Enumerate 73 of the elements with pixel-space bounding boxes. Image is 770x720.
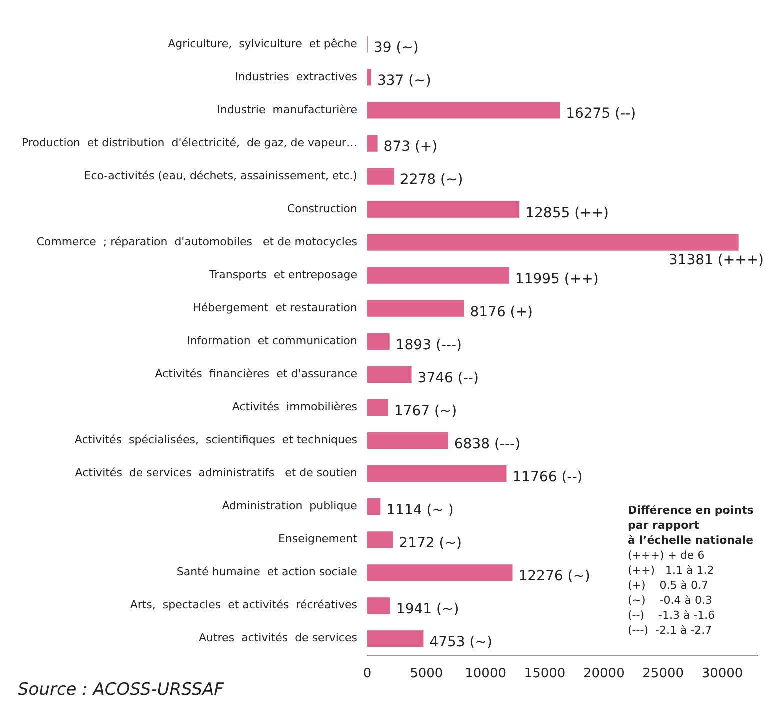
y-tick-label: Industries extractives — [235, 70, 358, 84]
y-tick-label: Information et communication — [187, 334, 358, 348]
data-label: 4753 (~) — [430, 634, 492, 651]
source-note: Source : ACOSS-URSSAF — [18, 680, 224, 700]
y-tick-label: Enseignement — [278, 532, 358, 546]
data-label: 16275 (--) — [566, 106, 636, 122]
data-label: 31381 (+++) — [668, 252, 764, 268]
data-label: 11995 (++) — [515, 271, 599, 288]
data-label: 8176 (+) — [470, 304, 533, 320]
data-label: 3746 (--) — [418, 370, 479, 386]
y-tick-label: Activités de services administratifs et de soutien — [75, 466, 358, 480]
x-tick-label: 5000 — [410, 666, 444, 682]
bar — [367, 432, 448, 450]
data-label: 1114 (~ ) — [386, 502, 454, 518]
data-label: 1893 (---) — [396, 337, 462, 354]
bar — [367, 532, 394, 548]
data-label: 873 (+) — [384, 139, 438, 156]
y-tick-label: Autres activités de services — [198, 632, 358, 645]
y-tick-label: Commerce ; réparation d'automobiles et de motocycles — [36, 235, 358, 248]
annotation: (+++) + de 6 — [628, 548, 706, 563]
data-label: 1941 (~) — [396, 602, 460, 618]
annotation: Différence en points — [628, 503, 754, 518]
data-label: 39 (~) — [374, 40, 419, 56]
data-label: 12276 (~) — [518, 568, 590, 584]
bar — [367, 168, 394, 185]
data-label: 337 (~) — [377, 73, 432, 90]
y-tick-label: Industrie manufacturière — [217, 103, 358, 116]
bar — [367, 366, 412, 383]
bar — [367, 399, 388, 416]
data-label: 12855 (++) — [526, 205, 609, 222]
y-tick-label: Santé humaine et action sociale — [176, 566, 358, 579]
y-tick-label: Activités financières et d'assurance — [155, 368, 358, 381]
bar — [367, 267, 510, 284]
bar — [367, 69, 372, 86]
annotation: par rapport — [628, 518, 700, 533]
bar — [367, 201, 520, 218]
bar — [367, 135, 378, 152]
x-tick-label: 30000 — [702, 666, 744, 682]
annotation: (---) -2.1 à -2.7 — [628, 623, 714, 638]
y-tick-label: Production et distribution d'électricité, de gaz, de vapeur… — [22, 136, 358, 150]
y-tick-label: Construction — [287, 202, 358, 216]
y-tick-label: Agriculture, sylviculture et pêche — [168, 37, 358, 50]
data-label: 2278 (~) — [400, 172, 464, 188]
x-tick-label: 0 — [363, 666, 372, 682]
bar — [367, 598, 390, 614]
bar — [367, 102, 560, 119]
y-tick-label: Activités spécialisées, scientifiques et techniques — [74, 434, 358, 447]
bar — [367, 300, 464, 317]
annotation: (~) -0.4 à 0.3 — [628, 593, 714, 608]
annotation: à l’échelle nationale — [628, 533, 754, 548]
x-tick-label: 20000 — [583, 666, 625, 682]
bar — [367, 333, 390, 350]
bar — [367, 234, 739, 251]
x-tick-label: 10000 — [465, 666, 506, 682]
y-tick-label: Eco-activités (eau, déchets, assainissement, etc.) — [84, 169, 358, 182]
bar — [367, 630, 424, 648]
x-tick-label: 15000 — [524, 666, 566, 682]
annotation: (+) 0.5 à 0.7 — [628, 578, 710, 593]
annotation: (--) -1.3 à -1.6 — [628, 608, 716, 623]
data-label: 1767 (~) — [394, 403, 458, 420]
data-label: 6838 (---) — [454, 436, 521, 452]
data-label: 2172 (~) — [399, 535, 462, 552]
y-tick-label: Administration publique — [222, 500, 358, 513]
bar — [367, 466, 507, 482]
annotation: (++) 1.1 à 1.2 — [628, 563, 716, 578]
y-tick-label: Arts, spectacles et activités récréatives — [130, 598, 358, 612]
y-tick-label: Activités immobilières — [232, 400, 358, 414]
y-tick-label: Hébergement et restauration — [193, 302, 358, 315]
data-label: 11766 (--) — [512, 469, 583, 486]
bar — [367, 498, 381, 516]
bar — [367, 564, 513, 582]
y-tick-label: Transports et entreposage — [208, 268, 358, 282]
x-tick-label: 25000 — [642, 666, 684, 682]
